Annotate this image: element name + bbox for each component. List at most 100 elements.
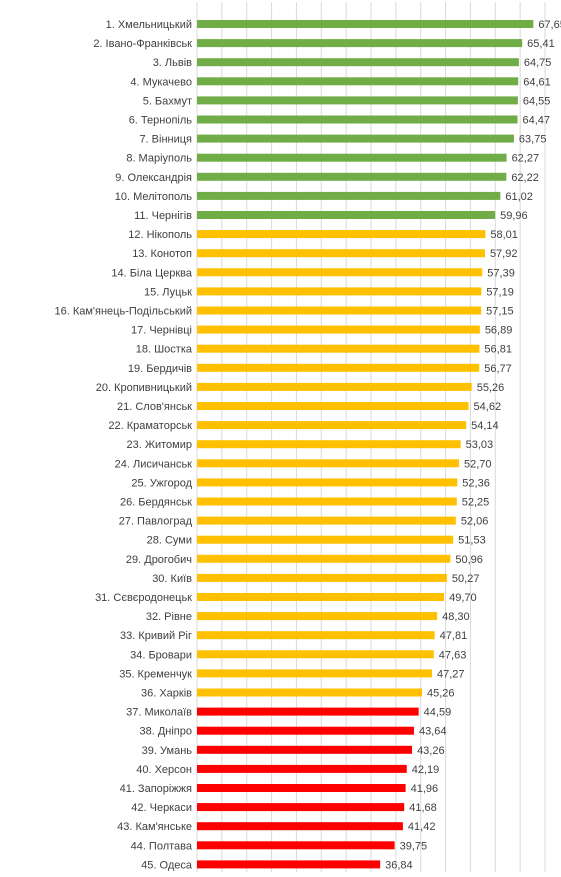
category-label: 45. Одеса: [141, 859, 193, 871]
value-label: 56,89: [485, 325, 513, 337]
bar: [197, 764, 407, 773]
value-label: 57,19: [486, 286, 514, 298]
value-label: 41,96: [411, 783, 439, 795]
category-label: 7. Вінниця: [139, 134, 192, 146]
bar: [197, 573, 447, 582]
grid-layer: [196, 2, 546, 872]
bar: [197, 287, 482, 296]
category-label: 32. Рівне: [146, 611, 192, 623]
value-label: 61,02: [505, 191, 533, 203]
bar: [197, 402, 469, 410]
category-label: 37. Миколаїв: [126, 707, 192, 719]
value-label: 52,25: [462, 497, 490, 509]
value-label: 41,42: [408, 821, 436, 833]
value-label: 43,64: [419, 726, 447, 738]
label-layer: 1. Хмельницький 67,65 2. Івано-Франківськ 6…: [54, 19, 561, 871]
bar: [197, 784, 406, 792]
category-label: 27. Павлоград: [119, 516, 193, 528]
value-label: 52,36: [462, 477, 490, 489]
bar: [197, 191, 501, 200]
category-label: 22. Краматорськ: [108, 420, 192, 432]
bar: [197, 325, 480, 334]
category-label: 25. Ужгород: [131, 477, 192, 489]
value-label: 63,75: [519, 134, 547, 146]
bar: [197, 535, 454, 544]
bar: [197, 363, 480, 372]
bar: [197, 230, 486, 239]
category-label: 2. Івано-Франківськ: [93, 38, 192, 50]
bar: [197, 669, 432, 678]
value-label: 65,41: [527, 38, 555, 50]
bar: [197, 134, 514, 143]
bar-layer: [197, 20, 534, 869]
bar: [197, 172, 507, 181]
category-label: 19. Бердичів: [128, 363, 192, 375]
value-label: 51,53: [458, 535, 486, 547]
value-label: 55,26: [477, 382, 505, 394]
category-label: 18. Шостка: [136, 344, 193, 356]
value-label: 64,47: [523, 115, 551, 127]
category-label: 24. Лисичанськ: [115, 458, 193, 470]
value-label: 49,70: [449, 592, 477, 604]
category-label: 17. Чернівці: [131, 325, 192, 337]
value-label: 67,65: [538, 19, 561, 31]
category-label: 10. Мелітополь: [115, 191, 193, 203]
bar: [197, 516, 456, 525]
value-label: 43,26: [417, 745, 445, 757]
category-label: 20. Кропивницький: [96, 382, 192, 394]
category-label: 40. Херсон: [136, 764, 192, 776]
category-label: 44. Полтава: [131, 840, 193, 852]
value-label: 57,39: [487, 267, 515, 279]
bar: [197, 421, 467, 430]
bar: [197, 554, 451, 563]
value-label: 47,27: [437, 668, 465, 680]
value-label: 64,61: [523, 76, 551, 88]
value-label: 39,75: [400, 840, 428, 852]
category-label: 5. Бахмут: [143, 95, 192, 107]
bar: [197, 58, 519, 67]
category-label: 21. Слов'янськ: [117, 401, 192, 413]
bar: [197, 631, 435, 640]
category-label: 13. Конотоп: [132, 248, 192, 260]
bar: [197, 593, 445, 601]
bar: [197, 726, 414, 735]
value-label: 44,59: [424, 707, 452, 719]
value-label: 64,75: [524, 57, 552, 69]
bar: [197, 440, 461, 449]
value-label: 59,96: [500, 210, 528, 222]
bar: [197, 860, 381, 869]
value-label: 47,63: [439, 649, 467, 661]
bar: [197, 115, 518, 124]
value-label: 57,92: [490, 248, 518, 260]
category-label: 28. Суми: [147, 535, 192, 547]
value-label: 54,14: [471, 420, 499, 432]
value-label: 45,26: [427, 688, 455, 700]
value-label: 53,03: [466, 439, 494, 451]
category-label: 15. Луцьк: [144, 286, 192, 298]
bar: [197, 650, 434, 659]
category-label: 39. Умань: [142, 745, 193, 757]
bar: [197, 688, 423, 697]
bar: [197, 822, 403, 831]
bar: [197, 841, 395, 850]
value-label: 50,96: [455, 554, 483, 566]
value-label: 48,30: [442, 611, 470, 623]
category-label: 31. Сєвєродонецьк: [95, 592, 192, 604]
category-label: 33. Кривий Ріг: [120, 630, 192, 642]
category-label: 12. Нікополь: [128, 229, 192, 241]
bar: [197, 306, 482, 315]
bar: [197, 77, 519, 86]
bar: [197, 249, 485, 258]
bar: [197, 96, 518, 105]
category-label: 14. Біла Церква: [111, 267, 193, 279]
value-label: 56,81: [484, 344, 512, 356]
bar: [197, 459, 459, 468]
bar: [197, 268, 483, 277]
value-label: 41,68: [409, 802, 437, 814]
bar: [197, 382, 472, 391]
category-label: 26. Бердянськ: [120, 497, 192, 509]
value-label: 58,01: [490, 229, 518, 241]
value-label: 57,15: [486, 306, 514, 318]
